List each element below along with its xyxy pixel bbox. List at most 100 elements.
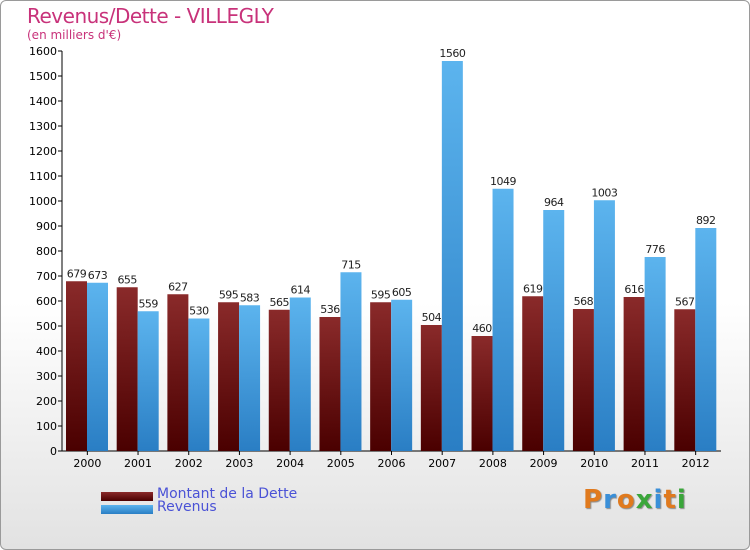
bar-dette-2008 [471,336,493,451]
data-label-dette-2006: 595 [371,288,391,301]
y-tick-label: 200 [36,395,57,408]
y-tick-label: 0 [50,445,57,458]
bars [66,61,717,451]
bar-revenus-2010 [593,200,615,451]
bar-revenus-2008 [492,188,514,451]
legend-label-dette: Montant de la Dette [157,486,298,502]
y-axis: 0 100 200 300 400 500 600 700 800 900 1000 1100 1200… [29,45,63,458]
bar-dette-2002 [167,294,189,451]
data-label-revenus-2008: 1049 [490,175,516,188]
logo-letter: i [653,485,664,515]
bar-revenus-2003 [239,305,261,451]
data-label-dette-2010: 568 [574,295,594,308]
logo-letter: i [676,485,687,515]
chart-subtitle: (en milliers d'€) [27,28,122,42]
x-tick-label: 2003 [225,457,253,470]
bar-dette-2010 [572,309,594,451]
data-label-dette-2012: 567 [675,295,695,308]
data-label-revenus-2011: 776 [645,243,665,256]
bar-revenus-2000 [87,282,108,451]
chart-title: Revenus/Dette - VILLEGLY [27,4,274,28]
data-label-dette-2004: 565 [270,296,290,309]
y-tick-label: 1100 [29,170,57,183]
data-label-revenus-2001: 559 [138,297,158,310]
y-tick-label: 100 [36,420,57,433]
y-tick-label: 1000 [29,195,57,208]
x-tick-label: 2001 [124,457,152,470]
x-tick-label: 2005 [327,457,355,470]
bar-dette-2004 [268,309,290,451]
logo-letter: r [603,485,617,515]
legend-swatch-revenus [101,505,153,514]
x-tick-label: 2011 [631,457,659,470]
data-label-dette-2002: 627 [168,280,188,293]
data-label-revenus-2005: 715 [341,258,361,271]
bar-dette-2012 [674,309,696,451]
bar-dette-2001 [116,287,138,451]
y-tick-label: 700 [36,270,57,283]
y-tick-label: 500 [36,320,57,333]
bar-revenus-2004 [289,297,311,451]
data-label-revenus-2002: 530 [189,305,209,318]
y-tick-label: 800 [36,245,57,258]
bar-revenus-2005 [340,272,362,451]
bar-dette-2000 [66,281,87,451]
y-tick-label: 1200 [29,145,57,158]
y-tick-label: 1600 [29,45,57,58]
data-label-revenus-2009: 964 [544,196,564,209]
data-label-dette-2001: 655 [117,273,137,286]
data-label-revenus-2007: 1560 [439,47,465,60]
x-tick-label: 2006 [378,457,406,470]
data-label-revenus-2012: 892 [696,214,716,227]
logo-letter: o [616,485,636,515]
bar-revenus-2012 [695,228,717,451]
logo-letter: P [583,485,604,515]
bar-dette-2011 [623,297,645,451]
bar-revenus-2001 [137,311,159,451]
x-axis: 2000 2001 2002 2003 2004 2005 2006 2007 2008 2009… [62,450,721,470]
data-label-revenus-2010: 1003 [591,186,617,199]
data-label-dette-2008: 460 [472,322,492,335]
data-label-revenus-2006: 605 [392,286,412,299]
y-tick-label: 300 [36,370,57,383]
bar-revenus-2009 [543,210,565,451]
y-tick-label: 900 [36,220,57,233]
x-tick-label: 2000 [73,457,101,470]
y-tick-label: 1500 [29,70,57,83]
logo-letter: x [635,485,654,515]
bar-revenus-2006 [391,299,413,451]
data-label-revenus-2004: 614 [291,284,311,297]
x-tick-label: 2008 [479,457,507,470]
bar-revenus-2011 [644,257,666,451]
x-tick-label: 2004 [276,457,304,470]
data-label-dette-2009: 619 [523,282,543,295]
x-tick-label: 2009 [530,457,558,470]
legend-label-revenus: Revenus [157,499,217,515]
x-tick-label: 2012 [682,457,710,470]
data-label-revenus-2003: 583 [240,291,260,304]
data-label-dette-2005: 536 [320,303,340,316]
data-label-dette-2003: 595 [219,288,239,301]
bar-revenus-2007 [441,61,463,451]
bar-dette-2007 [420,325,442,451]
y-tick-label: 400 [36,345,57,358]
bar-dette-2009 [522,296,544,451]
data-label-dette-2007: 504 [422,311,442,324]
x-tick-label: 2002 [175,457,203,470]
data-label-dette-2011: 616 [624,283,644,296]
bar-dette-2005 [319,317,341,451]
legend-swatch-dette [101,492,153,501]
data-label-revenus-2000: 673 [88,269,108,282]
x-tick-label: 2007 [428,457,456,470]
bar-dette-2006 [370,302,392,451]
logo-letter: t [663,485,677,515]
y-tick-label: 1300 [29,120,57,133]
bar-dette-2003 [218,302,240,451]
y-tick-label: 1400 [29,95,57,108]
x-tick-label: 2010 [580,457,608,470]
proxiti-logo: Proxiti [583,485,687,515]
bar-revenus-2002 [188,318,210,451]
